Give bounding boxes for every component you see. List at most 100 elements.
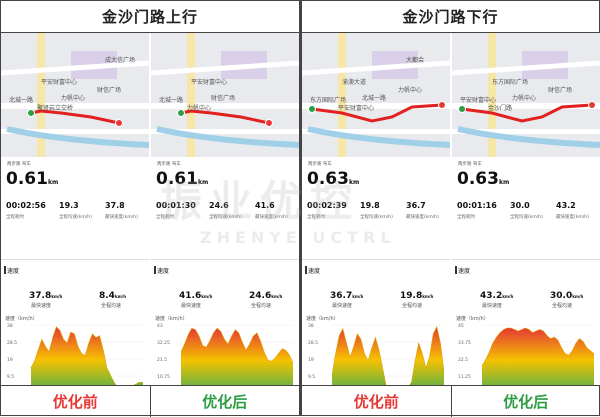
speed-area [332,327,444,385]
divider [1,259,149,260]
footer-row: 优化前优化后 [302,385,600,417]
end-marker [589,102,596,109]
duration-value-label: 全程耗时 [6,214,24,220]
route-map[interactable]: 东方国际广场平安财富中心金沙门路力帆中心财信广场 [452,33,600,157]
distance-value: 0.63 [307,169,349,189]
max-speed-value-label: 最快速度(km/h) [255,214,288,220]
duration-value: 00:01:16 [457,201,497,210]
avg-speed-value-label: 全程均速(km/h) [360,214,393,220]
distance-value: 0.61 [6,169,48,189]
map-label: 北城一路 [9,95,33,104]
footer-label: 优化前 [1,386,150,417]
route-panel: 平安财富中心北城一路聚贤岩立交桥力帆中心财信广场成大信广场两步路 驾车 0.61k… [1,33,149,385]
map-label: 力帆中心 [61,93,85,102]
route-map[interactable]: 平安财富中心北城一路力帆中心财信广场 [151,33,299,157]
map-label: 平安财富中心 [191,77,227,86]
distance-unit: km [198,179,208,186]
avg-speed-value-label: 全程均速(km/h) [510,214,543,220]
big-avg-label: 全程均速 [552,302,572,309]
mode-label: 两步路 驾车 [157,161,181,167]
mode-label: 两步路 驾车 [308,161,332,167]
section-title: 金沙门路上行 [1,1,299,33]
distance-unit: km [499,179,509,186]
max-speed-value: 43.2 [556,201,576,210]
mode-label: 两步路 驾车 [458,161,482,167]
speed-title: 速度 [458,266,470,275]
max-speed-value: 41.6 [255,201,275,210]
duration-value-label: 全程耗时 [307,214,325,220]
map-label: 财信广场 [211,93,235,102]
map-label: 成大信广场 [105,55,135,64]
big-max-label: 最快速度 [31,302,51,309]
duration-value-label: 全程耗时 [156,214,174,220]
y-tick-label: 21.5 [157,357,167,363]
stats-card: 两步路 驾车 0.63km 00:02:39 全程耗时 19.8 全程均速(km/h) 36… [302,157,450,257]
map-label: 大都会 [406,55,424,64]
map-label: 东方国际广场 [492,77,528,86]
avg-speed-value-label: 全程均速(km/h) [209,214,242,220]
section-title: 金沙门路下行 [302,1,599,33]
big-avg-label: 全程均速 [251,302,271,309]
map-label: 金沙门路 [488,103,512,112]
route-map[interactable]: 平安财富中心北城一路聚贤岩立交桥力帆中心财信广场成大信广场 [1,33,149,157]
section-marker [4,266,6,274]
distance: 0.61km [156,169,208,189]
footer-label: 优化后 [150,386,300,417]
y-tick-label: 45 [458,323,464,329]
max-speed-value-label: 最快速度(km/h) [556,214,589,220]
y-tick-label: 43 [157,323,163,329]
big-max-label: 最快速度 [482,302,502,309]
big-avg-speed: 30.0km/h [550,291,583,301]
mode-label: 两步路 驾车 [7,161,31,167]
duration-value: 00:02:56 [6,201,46,210]
map-label: 北城一路 [362,93,386,102]
map-label: 力帆中心 [398,85,422,94]
big-max-speed: 36.7km/h [330,291,363,301]
distance-unit: km [349,179,359,186]
footer-label: 优化前 [302,386,451,417]
map-label: 力帆中心 [512,93,536,102]
end-marker [439,102,446,109]
route-panel: 平安财富中心北城一路力帆中心财信广场两步路 驾车 0.61km 00:01:30 全程… [151,33,299,385]
speed-title: 速度 [157,266,169,275]
y-axis-label: 速度（km/h） [456,315,489,322]
max-speed-value: 36.7 [406,201,426,210]
route-map[interactable]: 渝澳大道东方国际广场平安财富中心北城一路力帆中心大都会 [302,33,450,157]
avg-speed-value: 30.0 [510,201,530,210]
big-max-speed: 41.6km/h [179,291,212,301]
map-label: 聚贤岩立交桥 [37,103,73,112]
end-marker [116,120,123,127]
y-tick-label: 32.25 [157,340,170,346]
big-max-label: 最快速度 [181,302,201,309]
big-max-speed: 43.2km/h [480,291,513,301]
big-avg-speed: 24.6km/h [249,291,282,301]
section-marker [455,266,457,274]
start-marker [28,110,35,117]
duration-value: 00:02:39 [307,201,347,210]
map-label: 财信广场 [548,85,572,94]
y-tick-label: 9.5 [7,374,14,380]
y-tick-label: 38 [308,323,314,329]
avg-speed-value: 19.8 [360,201,380,210]
max-speed-value: 37.8 [105,201,125,210]
y-axis-label: 速度（km/h） [306,315,339,322]
y-tick-label: 28.5 [308,340,318,346]
map-label: 北城一路 [159,95,183,104]
start-marker [309,106,316,113]
distance-value: 0.63 [457,169,499,189]
duration-value: 00:01:30 [156,201,196,210]
speed-area [482,328,594,385]
speed-title: 速度 [7,266,19,275]
y-tick-label: 22.5 [458,357,468,363]
big-max-label: 最快速度 [332,302,352,309]
section-marker [305,266,307,274]
y-tick-label: 33.75 [458,340,471,346]
distance-unit: km [48,179,58,186]
y-tick-label: 19 [308,357,314,363]
